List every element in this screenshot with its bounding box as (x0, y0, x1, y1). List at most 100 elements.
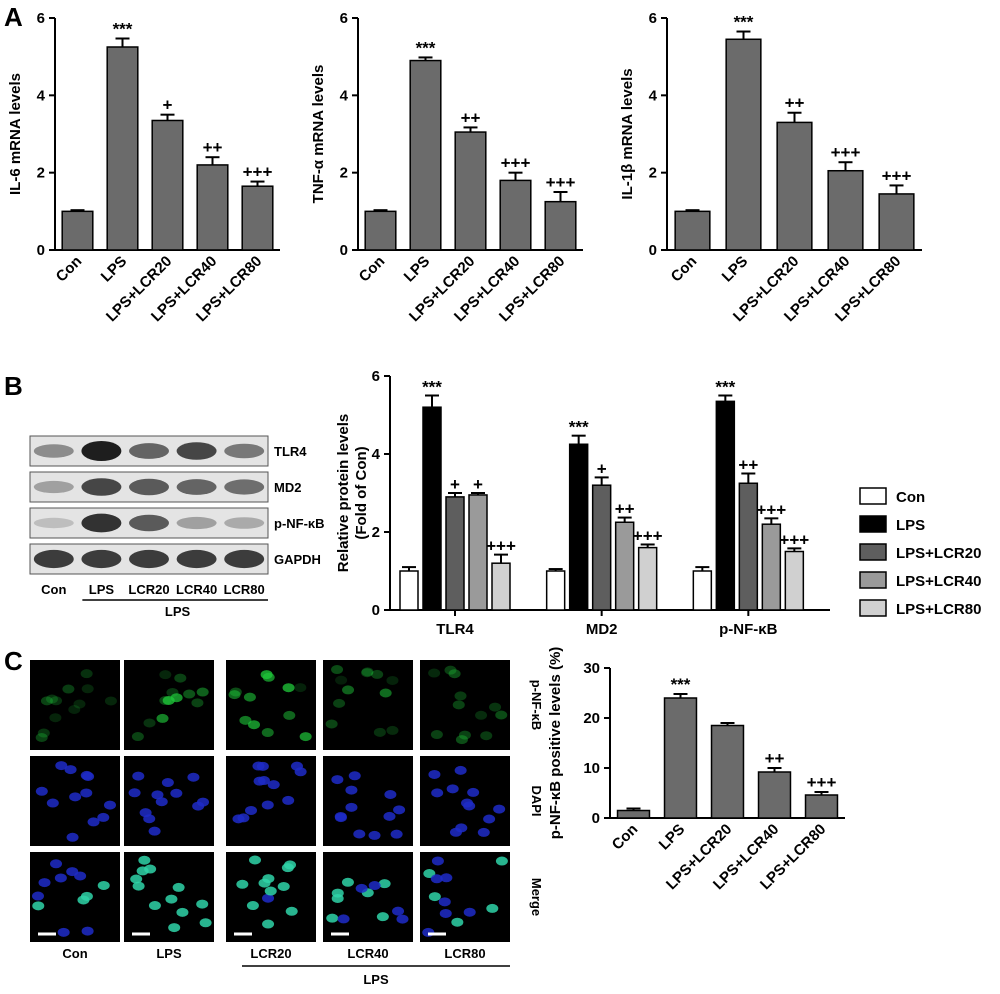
blot-band (81, 441, 122, 461)
micro-nucleus (430, 874, 443, 884)
b-bar-1-4 (637, 546, 658, 611)
micro-nucleus (495, 856, 508, 866)
a3-bar-4 (878, 193, 915, 251)
micro-nucleus (261, 800, 274, 810)
blot-band (224, 517, 265, 529)
micro-nucleus (439, 908, 452, 918)
b-legend-swatch-4 (859, 599, 887, 617)
b-significance-2-1: *** (715, 378, 735, 397)
a1-y-tick-label: 2 (37, 165, 45, 182)
b-legend-swatch-0 (859, 487, 887, 505)
micro-nucleus (282, 795, 295, 805)
micro-nucleus (191, 698, 204, 708)
micro-nucleus (361, 667, 374, 677)
micro-nucleus (371, 669, 384, 679)
micro-nucleus (73, 699, 86, 709)
blot-band (129, 443, 169, 459)
c-y-tick-label: 10 (583, 760, 600, 777)
micro-nucleus (148, 901, 161, 911)
micro-nucleus (452, 700, 465, 710)
micro-nucleus (80, 788, 93, 798)
a2-bar-2 (454, 131, 487, 251)
micro-nucleus (493, 804, 506, 814)
micro-nucleus (446, 784, 459, 794)
blot-band (224, 443, 265, 459)
micro-nucleus (196, 899, 209, 909)
micro-nucleus (348, 771, 361, 781)
micro-nucleus (386, 725, 399, 735)
a3-y-tick-label: 4 (649, 87, 658, 104)
blot-band (176, 479, 217, 495)
micro-nucleus (282, 683, 295, 693)
micro-nucleus (428, 769, 441, 779)
a3-y-tick-label: 0 (649, 242, 657, 259)
micro-nucleus (237, 813, 250, 823)
blot-band (81, 549, 122, 569)
micro-nucleus (132, 881, 145, 891)
blot-band (33, 549, 74, 569)
a2-significance-2: ++ (461, 108, 481, 127)
micro-col-label-2: LCR20 (250, 946, 291, 961)
micro-nucleus (170, 788, 183, 798)
b-significance-0-3: + (473, 475, 483, 494)
a3-x-tick-label-1: LPS (719, 253, 752, 286)
micro-nucleus (162, 695, 175, 705)
micro-nucleus (49, 713, 62, 723)
c-bar-0 (616, 809, 651, 819)
b-x-tick-label-2: p-NF-κB (719, 621, 778, 638)
a1-bar-3 (196, 164, 229, 251)
micro-nucleus (245, 805, 258, 815)
micro-nucleus (438, 897, 451, 907)
micro-nucleus (103, 800, 116, 810)
micro-nucleus (393, 805, 406, 815)
micro-nucleus (165, 894, 178, 904)
b-y-tick-label: 2 (372, 524, 380, 541)
a3-y-tick-label: 2 (649, 165, 657, 182)
a1-significance-3: ++ (203, 138, 223, 157)
blot-band (129, 514, 169, 532)
micro-nucleus (390, 829, 403, 839)
micro-nucleus (159, 696, 172, 706)
blot-lane-label-4: LCR80 (224, 582, 265, 597)
micro-nucleus (168, 923, 181, 933)
b-bar-1-2 (591, 484, 612, 611)
micro-nucleus (161, 778, 174, 788)
b-bar-0-4 (491, 562, 511, 611)
micro-nucleus (342, 685, 355, 695)
a3-significance-2: ++ (785, 94, 805, 113)
micro-nucleus (368, 881, 381, 891)
micro-nucleus (159, 670, 172, 680)
a1-significance-2: + (163, 96, 173, 115)
panel-label-a: A (4, 2, 23, 32)
micro-nucleus (228, 690, 241, 700)
micro-nucleus (35, 732, 48, 742)
a2-y-tick-label: 6 (340, 10, 348, 27)
a1-y-axis-label: IL-6 mRNA levels (7, 73, 24, 195)
micro-nucleus (82, 771, 95, 781)
a2-y-tick-label: 2 (340, 165, 348, 182)
micro-nucleus (422, 927, 435, 937)
micro-nucleus (463, 907, 476, 917)
micro-nucleus (54, 873, 67, 883)
micro-nucleus (262, 672, 275, 682)
micro-nucleus (384, 789, 397, 799)
c-y-axis-label: p-NF-κB positive levels (%) (547, 647, 564, 840)
b-significance-2-3: +++ (756, 500, 786, 519)
micro-nucleus (243, 692, 256, 702)
micro-nucleus (199, 918, 212, 928)
micro-nucleus (386, 675, 399, 685)
micro-nucleus (143, 814, 156, 824)
micro-nucleus (172, 882, 185, 892)
micro-image-0-1 (124, 660, 214, 750)
a3-bar-1 (725, 38, 762, 251)
micro-nucleus (264, 886, 277, 896)
c-x-tick-label-1: LPS (656, 821, 689, 854)
b-y-axis-label: Relative protein levels(Fold of Con) (335, 414, 370, 572)
c-y-tick-label: 30 (583, 660, 600, 677)
micro-nucleus (267, 780, 280, 790)
micro-nucleus (32, 891, 45, 901)
c-bar-4 (804, 794, 839, 819)
b-legend-label-3: LPS+LCR40 (896, 573, 981, 590)
a1-bar-2 (151, 119, 184, 251)
micro-nucleus (325, 719, 338, 729)
